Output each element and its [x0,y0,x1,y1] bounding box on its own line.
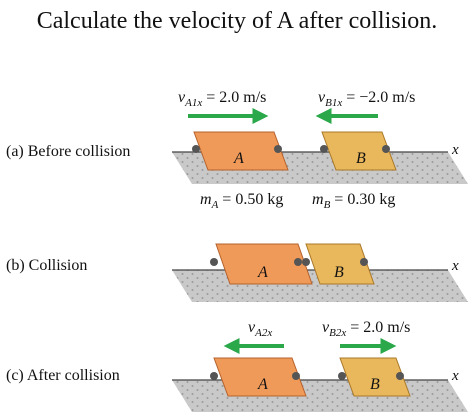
velocity-b1x-label: vB1x = −2.0 m/s [318,89,416,109]
block-b-after [338,357,411,397]
block-a-label-after: A [258,376,268,393]
axis-x-label-collision: x [452,258,459,274]
ground-after [172,380,468,412]
block-b-label-collision: B [334,264,344,281]
block-a-collision [210,243,313,285]
label-before-collision: (a) Before collision [6,143,131,160]
block-b-label-after: B [370,376,380,393]
panel-collision [172,243,468,302]
axis-x-label-before: x [452,142,459,158]
velocity-b2x-label: vB2x = 2.0 m/s [322,319,411,339]
block-a-label-collision: A [258,264,268,281]
block-b-label-before: B [356,150,366,167]
block-b-before [320,131,397,171]
block-a-before [192,131,289,171]
label-collision: (b) Collision [6,257,88,274]
mass-a-label: mA = 0.50 kg [200,191,284,211]
panel-before [172,108,468,184]
mass-b-label: mB = 0.30 kg [312,191,396,211]
axis-x-label-after: x [452,368,459,384]
block-b-collision [302,243,375,285]
panel-after [172,338,468,412]
block-a-label-before: A [234,150,244,167]
block-a-after [210,357,307,397]
page-title: Calculate the velocity of A after collis… [36,8,438,34]
velocity-a2x-label: vA2x [248,319,273,339]
label-after-collision: (c) After collision [6,367,120,384]
velocity-a1x-label: vA1x = 2.0 m/s [178,89,267,109]
